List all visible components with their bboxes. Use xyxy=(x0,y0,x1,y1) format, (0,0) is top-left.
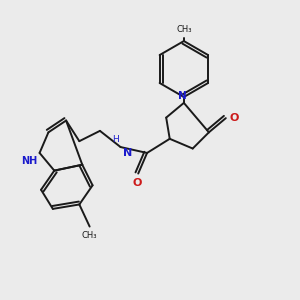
Text: H: H xyxy=(112,135,119,144)
Text: N: N xyxy=(123,148,132,158)
Text: NH: NH xyxy=(21,157,37,166)
Text: O: O xyxy=(132,178,141,188)
Text: N: N xyxy=(178,91,187,100)
Text: CH₃: CH₃ xyxy=(82,231,98,240)
Text: O: O xyxy=(229,112,239,122)
Text: CH₃: CH₃ xyxy=(176,25,192,34)
